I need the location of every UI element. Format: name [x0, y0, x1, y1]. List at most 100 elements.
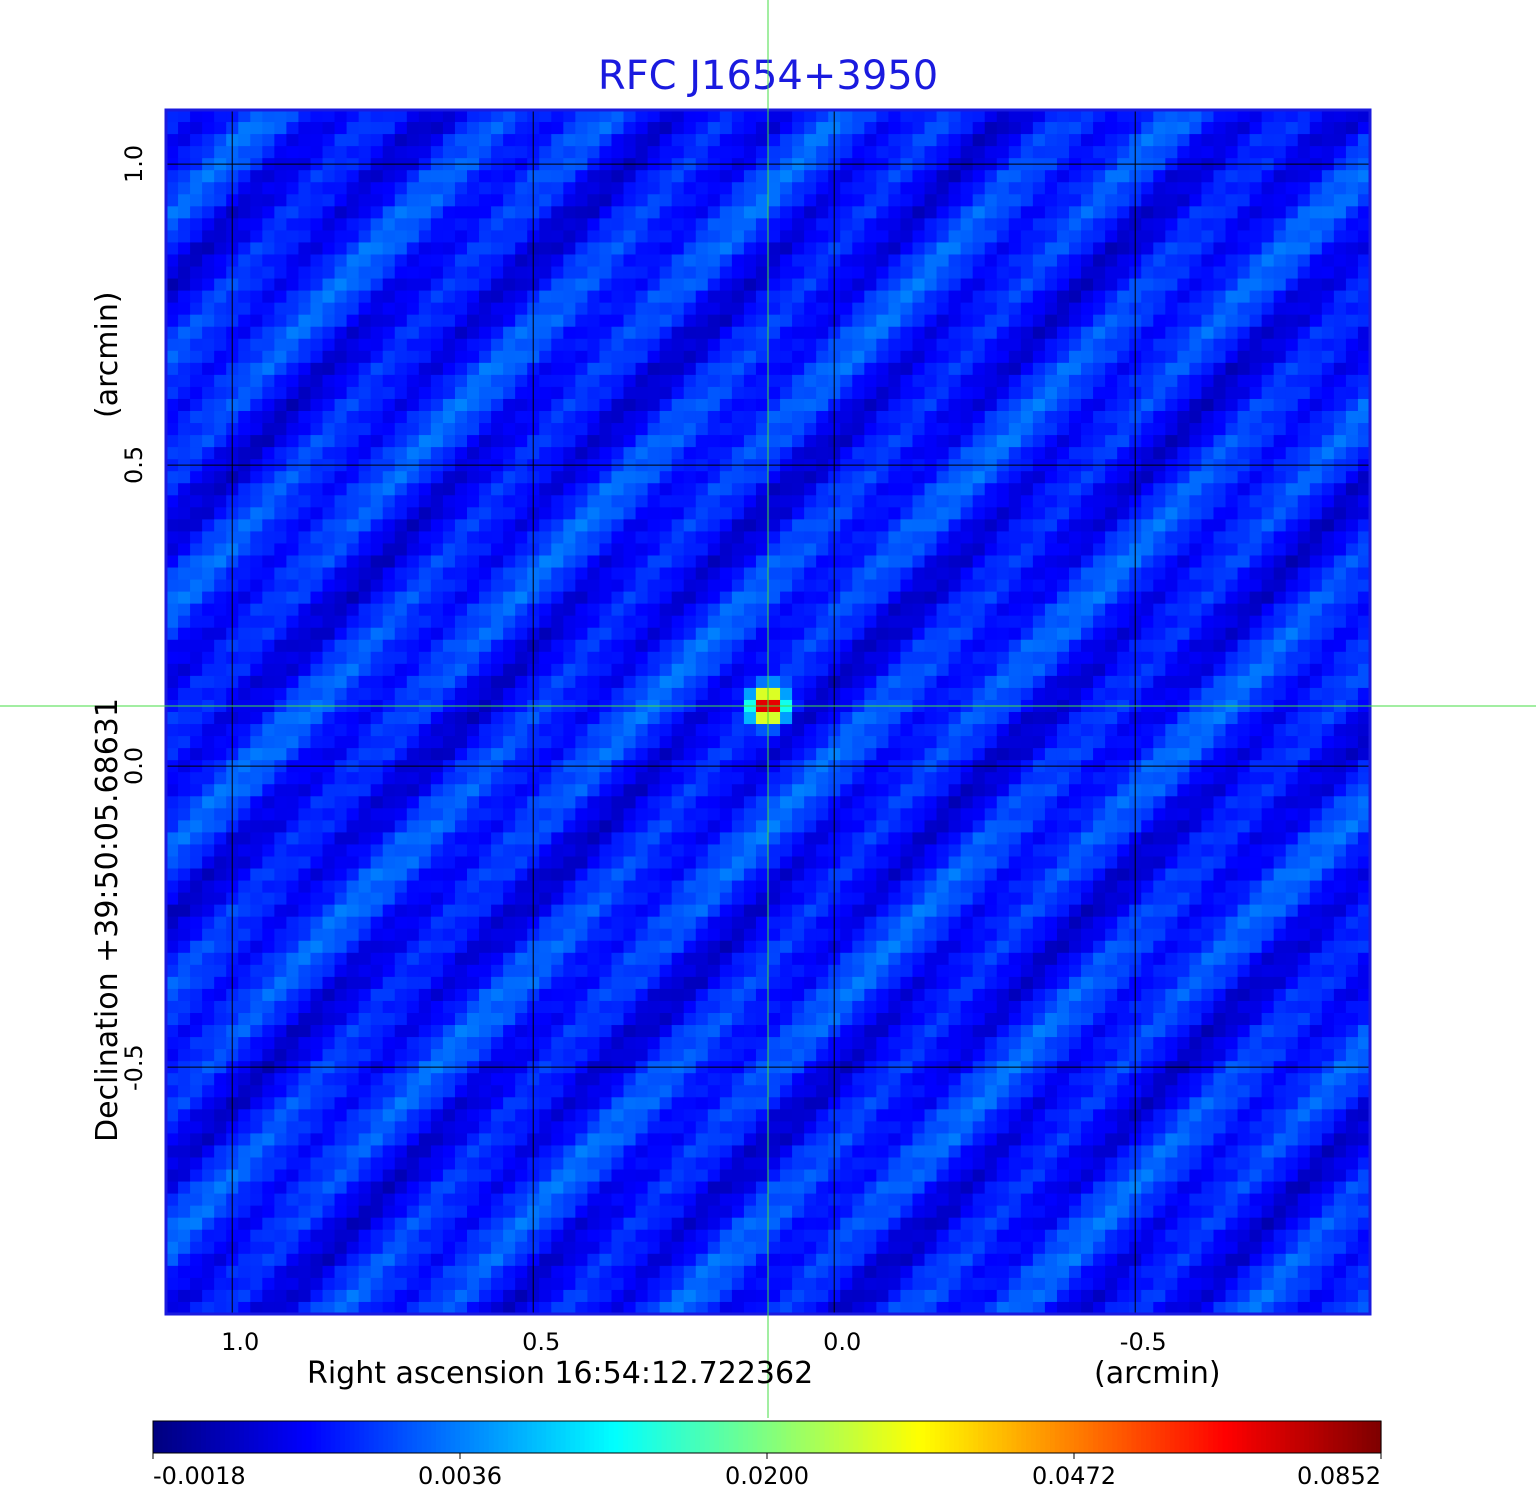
map-pixel: [539, 639, 552, 653]
map-pixel: [816, 254, 829, 268]
map-pixel: [743, 675, 757, 689]
map-pixel: [864, 386, 877, 400]
map-pixel: [539, 411, 552, 424]
map-pixel: [888, 603, 902, 617]
map-pixel: [575, 146, 588, 159]
map-pixel: [1069, 663, 1082, 677]
map-pixel: [418, 314, 432, 328]
map-pixel: [250, 471, 263, 484]
map-pixel: [286, 615, 300, 629]
map-pixel: [972, 302, 986, 316]
map-pixel: [852, 567, 865, 581]
map-pixel: [719, 146, 733, 159]
map-pixel: [491, 338, 504, 352]
map-pixel: [707, 134, 721, 147]
map-pixel: [1069, 326, 1082, 340]
map-pixel: [1225, 194, 1239, 207]
map-pixel: [454, 615, 468, 629]
map-pixel: [298, 471, 312, 484]
map-pixel: [719, 675, 733, 689]
map-pixel: [250, 134, 263, 147]
map-pixel: [346, 302, 360, 316]
map-pixel: [250, 507, 263, 520]
map-pixel: [1213, 483, 1227, 496]
map-pixel: [442, 435, 456, 448]
map-pixel: [250, 639, 263, 653]
map-pixel: [539, 675, 552, 689]
map-pixel: [719, 254, 733, 268]
map-pixel: [274, 302, 287, 316]
map-pixel: [1225, 591, 1239, 605]
map-pixel: [322, 194, 336, 207]
map-pixel: [298, 266, 312, 280]
map-pixel: [575, 266, 588, 280]
map-pixel: [912, 122, 926, 135]
map-pixel: [792, 266, 805, 280]
map-pixel: [1056, 242, 1070, 256]
map-pixel: [262, 579, 275, 593]
map-pixel: [912, 651, 926, 665]
map-pixel: [623, 146, 637, 159]
map-pixel: [948, 206, 962, 219]
map-pixel: [322, 663, 336, 677]
map-pixel: [876, 254, 889, 268]
map-pixel: [394, 675, 408, 689]
map-pixel: [551, 122, 564, 135]
map-pixel: [1093, 663, 1106, 677]
map-pixel: [1201, 122, 1215, 135]
map-pixel: [515, 254, 528, 268]
map-pixel: [274, 242, 287, 256]
map-pixel: [1273, 182, 1287, 195]
map-pixel: [804, 218, 817, 231]
map-pixel: [960, 182, 974, 195]
map-pixel: [515, 362, 528, 376]
map-pixel: [382, 567, 396, 581]
map-pixel: [202, 423, 215, 436]
map-pixel: [647, 435, 661, 448]
map-pixel: [166, 326, 179, 340]
map-pixel: [1069, 687, 1082, 701]
map-pixel: [768, 242, 781, 256]
map-pixel: [551, 555, 564, 569]
map-pixel: [454, 663, 468, 677]
map-pixel: [731, 531, 745, 545]
map-pixel: [768, 519, 781, 532]
map-pixel: [792, 411, 805, 424]
map-pixel: [816, 146, 829, 159]
map-pixel: [671, 338, 685, 352]
map-pixel: [551, 567, 564, 581]
map-pixel: [1189, 398, 1203, 412]
map-pixel: [166, 591, 179, 605]
map-pixel: [731, 326, 745, 340]
map-pixel: [888, 134, 902, 147]
map-pixel: [1309, 687, 1323, 701]
map-pixel: [1345, 218, 1359, 231]
map-pixel: [406, 411, 420, 424]
map-pixel: [1141, 447, 1154, 460]
map-pixel: [467, 278, 480, 292]
map-pixel: [780, 483, 793, 496]
map-pixel: [262, 663, 275, 677]
map-pixel: [575, 435, 588, 448]
map-pixel: [948, 447, 962, 460]
map-pixel: [1056, 615, 1070, 629]
map-pixel: [635, 555, 649, 569]
map-pixel: [178, 603, 191, 617]
map-pixel: [1273, 495, 1287, 508]
map-pixel: [683, 254, 697, 268]
map-pixel: [1177, 170, 1190, 183]
map-pixel: [334, 411, 348, 424]
map-pixel: [1273, 675, 1287, 689]
map-pixel: [804, 242, 817, 256]
map-pixel: [238, 447, 251, 460]
map-pixel: [864, 627, 877, 641]
map-pixel: [178, 134, 191, 147]
map-pixel: [1117, 206, 1130, 219]
map-pixel: [647, 651, 661, 665]
map-pixel: [587, 471, 601, 484]
map-pixel: [635, 314, 649, 328]
map-pixel: [1153, 603, 1166, 617]
map-pixel: [298, 435, 312, 448]
map-pixel: [274, 266, 287, 280]
map-pixel: [960, 230, 974, 244]
